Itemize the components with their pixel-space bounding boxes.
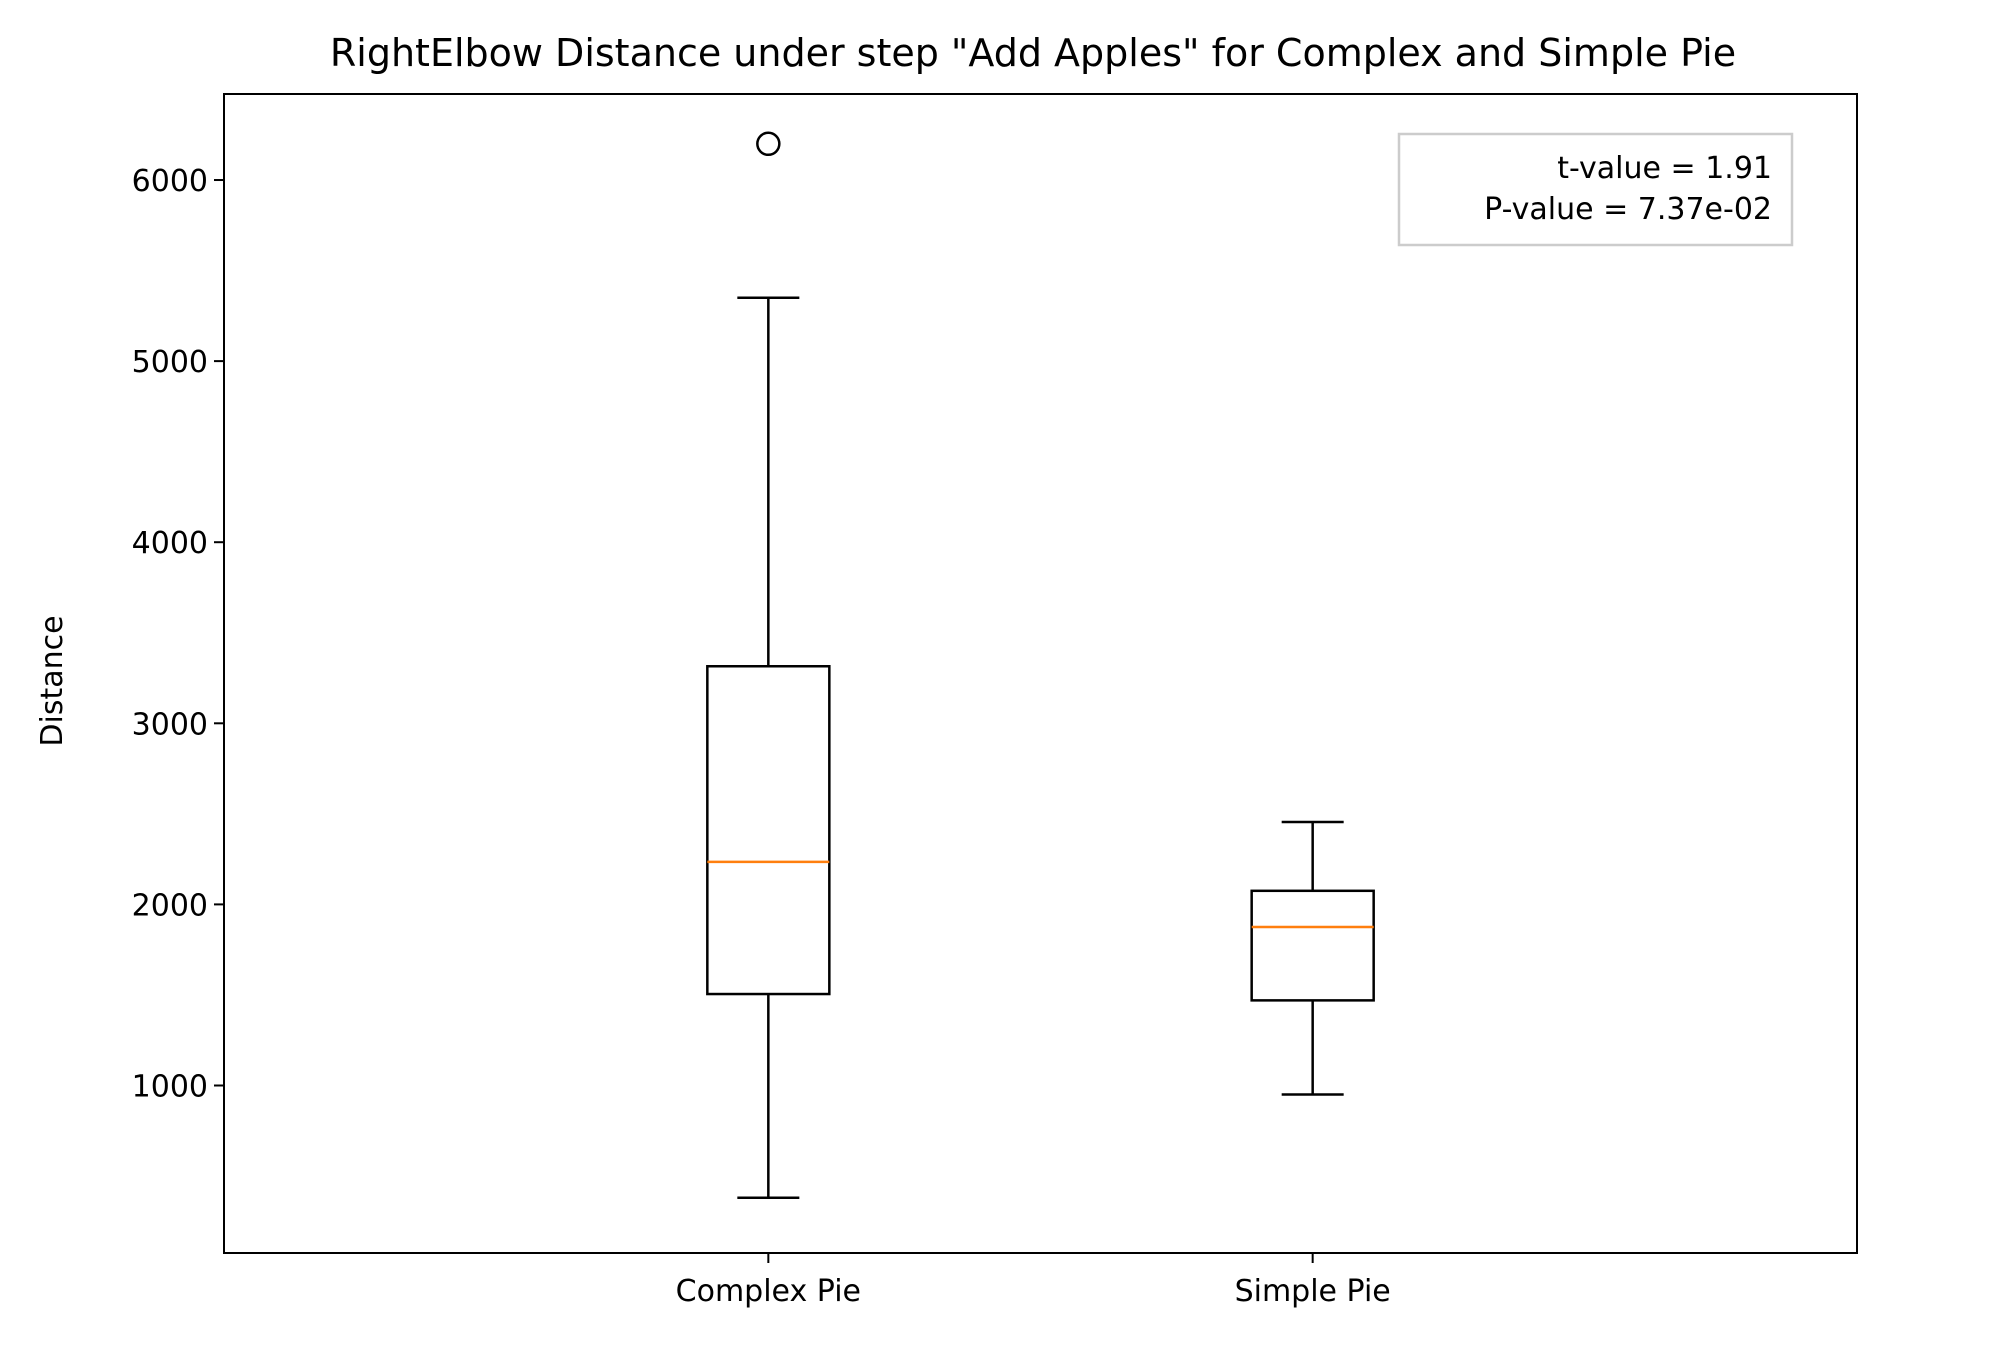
t-value-text: t-value = 1.91 [1557,151,1772,186]
plot-marks: 1000 2000 3000 4000 5000 6000 Complex Pie Simpl… [132,131,1391,1309]
y-tick-label: 4000 [132,526,208,561]
y-axis-label: Distance [35,615,70,746]
p-value-text: P-value = 7.37e-02 [1484,192,1772,227]
outlier-point [756,131,781,157]
x-tick-label: Complex Pie [676,1274,861,1309]
y-tick-label: 3000 [132,707,208,742]
iqr-box [706,665,831,996]
stats-annotation-box: t-value = 1.91 P-value = 7.37e-02 [1397,132,1794,247]
y-tick-label: 2000 [132,888,208,923]
y-tick-label: 1000 [132,1069,208,1104]
chart-title: RightElbow Distance under step "Add Appl… [330,31,1736,75]
annotation-frame [1397,132,1794,247]
y-tick-label: 5000 [132,345,208,380]
iqr-box [1250,889,1375,1002]
plot-area-frame [223,93,1858,1254]
x-tick-label: Simple Pie [1235,1274,1391,1309]
y-tick-label: 6000 [132,164,208,199]
